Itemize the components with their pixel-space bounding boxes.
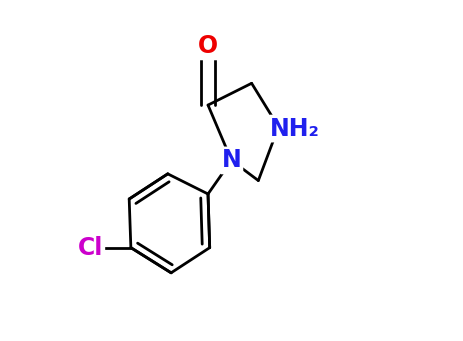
Text: O: O <box>198 34 218 58</box>
Text: N: N <box>222 148 241 173</box>
Text: NH₂: NH₂ <box>270 117 320 140</box>
Text: Cl: Cl <box>78 236 103 260</box>
